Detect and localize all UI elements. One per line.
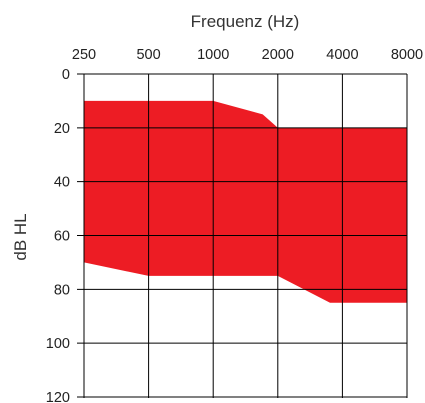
y-tick-label: 100 bbox=[46, 336, 70, 352]
x-axis-title: Frequenz (Hz) bbox=[191, 12, 300, 31]
y-tick-label: 20 bbox=[54, 121, 70, 137]
x-tick-label: 4000 bbox=[326, 47, 358, 63]
hearing-loss-area bbox=[84, 100, 407, 303]
y-tick-label: 40 bbox=[54, 175, 70, 191]
x-tick-label: 250 bbox=[72, 47, 96, 63]
y-tick-label: 80 bbox=[54, 282, 70, 298]
x-tick-label: 8000 bbox=[391, 47, 423, 63]
y-axis-title: dB HL bbox=[11, 213, 30, 260]
y-tick-label: 60 bbox=[54, 229, 70, 245]
y-tick-label: 0 bbox=[62, 67, 70, 83]
x-tick-label: 1000 bbox=[197, 47, 229, 63]
x-tick-label: 2000 bbox=[262, 47, 294, 63]
y-tick-label: 120 bbox=[46, 390, 70, 403]
x-tick-label: 500 bbox=[136, 47, 160, 63]
